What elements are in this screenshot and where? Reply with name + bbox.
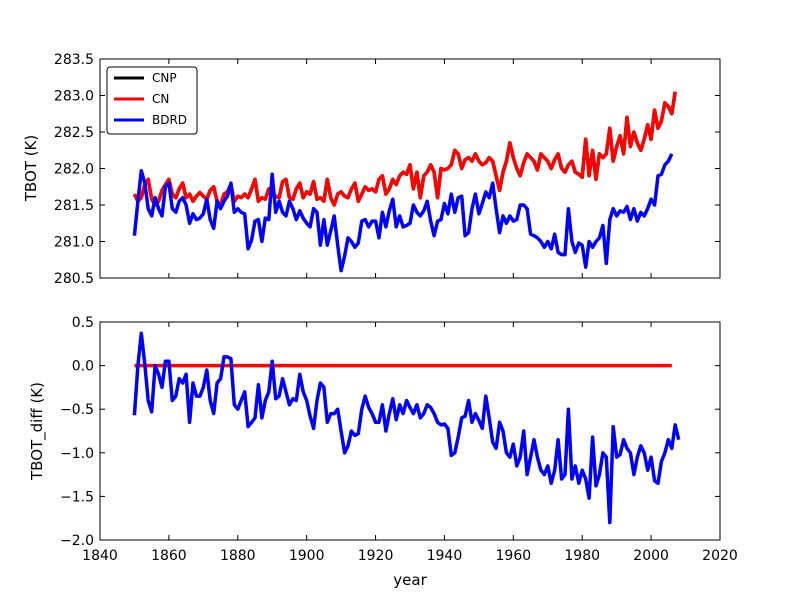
legend-entry-cn: CN [114, 92, 169, 106]
top-y-tick-label: 283.5 [54, 52, 94, 68]
legend-entry-cnp: CNP [114, 71, 177, 85]
top-panel: 280.5 281.0 281.5 282.0 282.5 283.0 283.5 TBOT… [22, 52, 721, 287]
bottom-y-tick-label: −1.0 [60, 446, 94, 462]
bottom-series-bdrd-line [132, 331, 681, 525]
bottom-x-tick-label: 1960 [496, 548, 532, 564]
bottom-x-tick-label: 1980 [564, 548, 600, 564]
bottom-y-tick-label: 0.0 [72, 359, 94, 375]
bottom-x-tick-label: 1880 [220, 548, 256, 564]
top-y-tick-label: 281.0 [54, 235, 94, 251]
bottom-y-tick-label: −2.0 [60, 533, 94, 549]
bottom-x-tick-label: 1840 [82, 548, 118, 564]
top-y-tick-label: 280.5 [54, 271, 94, 287]
top-axes-frame [99, 58, 721, 279]
bottom-x-tick-label: 1920 [358, 548, 394, 564]
top-y-axis-label: TBOT (K) [22, 135, 40, 202]
top-y-tick-label: 281.5 [54, 198, 94, 214]
legend-box [106, 66, 198, 135]
legend-label-bdrd: BDRD [152, 113, 187, 127]
bottom-axis-ticks: 1840 1860 1880 1900 1920 1940 1960 1980 2000 2020… [60, 315, 738, 564]
top-y-tick-label: 282.5 [54, 125, 94, 141]
legend-label-cn: CN [152, 92, 169, 106]
legend-entry-bdrd: BDRD [114, 113, 187, 127]
legend-label-cnp: CNP [152, 71, 177, 85]
legend: CNP CN BDRD [106, 66, 198, 135]
top-series-bdrd-line [132, 153, 674, 273]
bottom-plot-area [100, 322, 720, 540]
bottom-y-tick-label: −0.5 [60, 402, 94, 418]
x-axis-label: year [393, 571, 427, 589]
bottom-panel: 1840 1860 1880 1900 1920 1940 1960 1980 2000 2020… [28, 315, 738, 589]
bottom-x-tick-label: 1900 [289, 548, 325, 564]
top-series-cn-line [132, 91, 677, 207]
bottom-y-tick-label: −1.5 [60, 489, 94, 505]
bottom-x-tick-label: 2020 [702, 548, 738, 564]
bottom-series-layer [132, 331, 681, 525]
top-series-layer [132, 91, 677, 273]
bottom-x-tick-label: 2000 [633, 548, 669, 564]
bottom-y-axis-label: TBOT_diff (K) [28, 382, 47, 481]
bottom-axes-frame [99, 321, 721, 541]
bottom-x-tick-label: 1940 [427, 548, 463, 564]
top-y-tick-label: 283.0 [54, 89, 94, 105]
top-y-tick-label: 282.0 [54, 162, 94, 178]
bottom-x-tick-label: 1860 [151, 548, 187, 564]
bottom-y-tick-label: 0.5 [72, 315, 94, 331]
